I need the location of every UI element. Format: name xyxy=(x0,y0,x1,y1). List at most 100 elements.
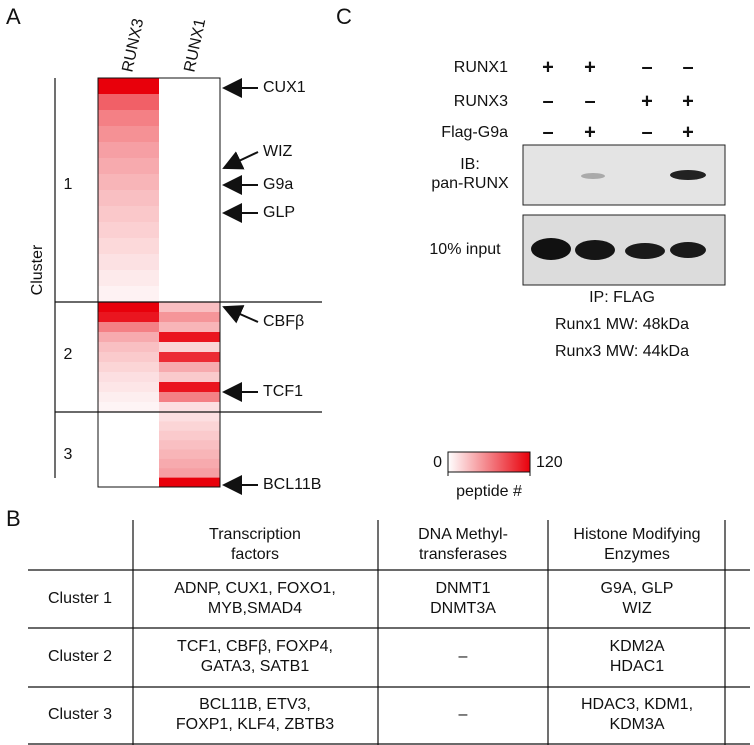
table-cell: KDM2A xyxy=(609,638,664,655)
heatmap-cell xyxy=(159,94,220,111)
heatmap-border xyxy=(97,77,221,488)
sign: + xyxy=(542,56,554,78)
heatmap-cell xyxy=(98,126,159,143)
heatmap-cell xyxy=(159,372,220,383)
panel-label: A xyxy=(6,4,21,29)
sign: + xyxy=(682,90,694,112)
table-cell: Cluster 2 xyxy=(48,648,112,665)
heatmap-cell xyxy=(98,430,159,441)
sign: + xyxy=(641,90,653,112)
table-cell: Cluster 3 xyxy=(48,706,112,723)
heatmap-cell xyxy=(159,126,220,143)
table-cell: WIZ xyxy=(622,600,652,617)
annotation: CUX1 xyxy=(263,79,306,96)
sign: + xyxy=(584,56,596,78)
table-cell: DNMT1 xyxy=(435,580,490,597)
heatmap-cell xyxy=(98,458,159,469)
heatmap-cell xyxy=(98,190,159,207)
table-cell: TCF1, CBFβ, FOXP4, xyxy=(177,638,333,655)
heatmap-cell xyxy=(159,222,220,239)
panel-label: C xyxy=(336,4,352,29)
table-header: Histone Modifying xyxy=(573,526,700,543)
blot-label: 10% input xyxy=(429,241,501,258)
table-cell: ADNP, CUX1, FOXO1, xyxy=(174,580,336,597)
table-cell: G9A, GLP xyxy=(601,580,674,597)
sign: – xyxy=(682,56,693,78)
row-label: Flag-G9a xyxy=(441,124,508,141)
colorbar-label: peptide # xyxy=(456,483,522,500)
heatmap-cell xyxy=(159,412,220,422)
sign: – xyxy=(641,121,652,143)
heatmap-cell xyxy=(159,430,220,441)
note: IP: FLAG xyxy=(589,289,655,306)
heatmap-cell xyxy=(98,352,159,363)
table-cell: HDAC1 xyxy=(610,658,664,675)
sign: + xyxy=(682,121,694,143)
heatmap-cell xyxy=(98,142,159,159)
heatmap-cell xyxy=(98,174,159,191)
sign: – xyxy=(542,90,553,112)
table-cell: HDAC3, KDM1, xyxy=(581,696,693,713)
column-label: RUNX3 xyxy=(119,17,147,74)
heatmap-cell xyxy=(159,449,220,460)
sign: + xyxy=(584,121,596,143)
heatmap-cell xyxy=(159,270,220,287)
sign: – xyxy=(641,56,652,78)
heatmap-cell xyxy=(98,270,159,287)
heatmap-cell xyxy=(159,78,220,95)
table-cell: Cluster 1 xyxy=(48,590,112,607)
table-header: DNA Methyl- xyxy=(418,526,508,543)
heatmap-cell xyxy=(98,362,159,373)
band xyxy=(670,242,706,258)
heatmap-cell xyxy=(159,421,220,432)
heatmap-cell xyxy=(98,302,159,313)
heatmap-cell xyxy=(159,352,220,363)
sign: – xyxy=(542,121,553,143)
heatmap-cell xyxy=(98,421,159,432)
heatmap-cell xyxy=(159,238,220,255)
band xyxy=(625,243,665,259)
heatmap-cell xyxy=(159,286,220,303)
heatmap-cell xyxy=(159,206,220,223)
sign: – xyxy=(584,90,595,112)
heatmap-cell xyxy=(159,142,220,159)
annotation: WIZ xyxy=(263,143,293,160)
note: Runx3 MW: 44kDa xyxy=(555,343,689,360)
arrow xyxy=(222,305,259,324)
heatmap-cell xyxy=(159,468,220,478)
column-label: RUNX1 xyxy=(181,17,209,74)
heatmap-cell xyxy=(98,254,159,271)
heatmap-cell xyxy=(159,322,220,333)
row-label: RUNX3 xyxy=(454,93,508,110)
heatmap-cell xyxy=(98,238,159,255)
heatmap-cell xyxy=(98,412,159,422)
table-cell: MYB,SMAD4 xyxy=(208,600,302,617)
heatmap-cell xyxy=(98,110,159,127)
heatmap-cell xyxy=(159,342,220,353)
band xyxy=(531,238,571,260)
table-cell: BCL11B, ETV3, xyxy=(199,696,311,713)
annotation: GLP xyxy=(263,204,295,221)
table-grid xyxy=(28,520,750,745)
heatmap-cell xyxy=(159,362,220,373)
heatmap-cell xyxy=(98,372,159,383)
note: Runx1 MW: 48kDa xyxy=(555,316,689,333)
axis-label: Cluster xyxy=(29,244,46,295)
colorbar-tick-label: 120 xyxy=(536,454,563,471)
cluster-label: 3 xyxy=(64,446,73,463)
heatmap-cell xyxy=(98,286,159,303)
heatmap-cell xyxy=(159,332,220,343)
heatmap-cell xyxy=(98,382,159,393)
heatmap-cell xyxy=(98,402,159,413)
heatmap-cell xyxy=(159,312,220,323)
heatmap-cell xyxy=(98,477,159,488)
heatmap-cell xyxy=(98,78,159,95)
colorbar xyxy=(447,451,531,473)
band xyxy=(581,173,605,179)
band xyxy=(670,170,706,180)
heatmap-cell xyxy=(98,332,159,343)
panel-label: B xyxy=(6,506,21,531)
row-label: RUNX1 xyxy=(454,59,508,76)
table-cell: FOXP1, KLF4, ZBTB3 xyxy=(176,716,334,733)
